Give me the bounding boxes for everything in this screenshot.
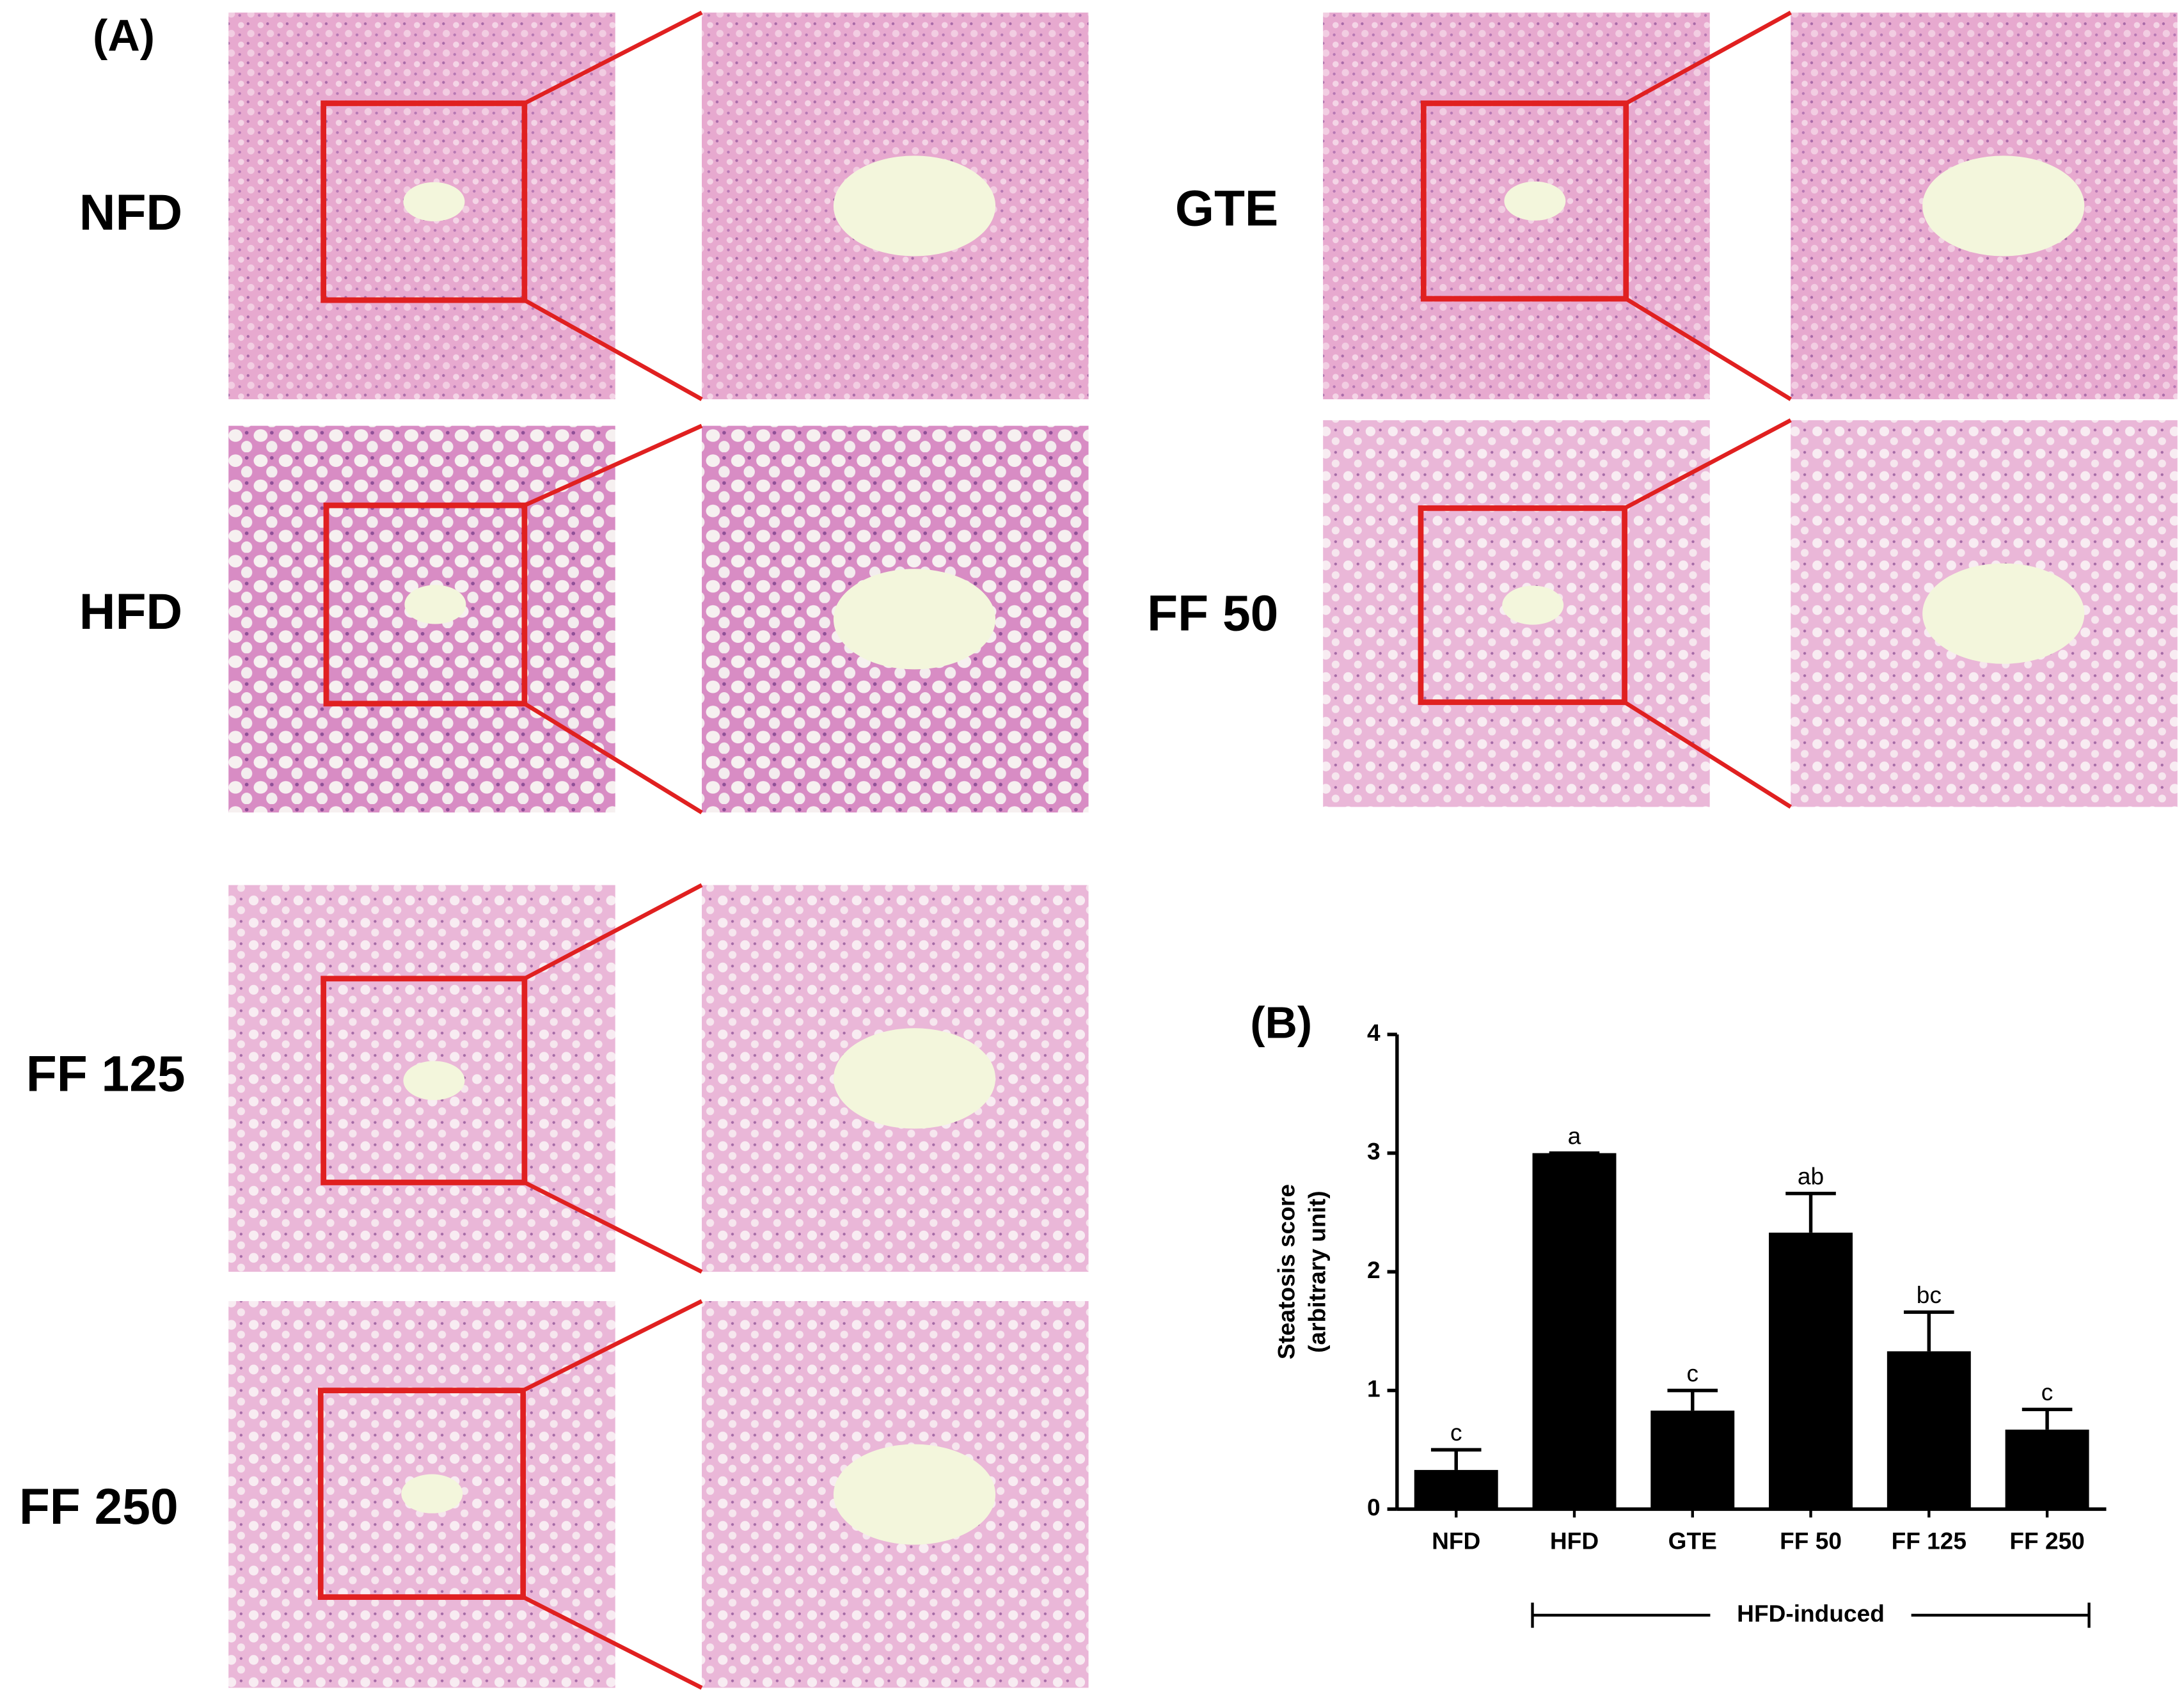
significance-letter: c <box>1450 1419 1462 1446</box>
vessel <box>1922 563 2085 664</box>
bar <box>1414 1469 1498 1510</box>
significance-letter: a <box>1568 1122 1581 1149</box>
y-axis-label: (arbitrary unit) <box>1303 1190 1330 1352</box>
bar <box>1650 1411 1735 1510</box>
group-label: HFD <box>79 583 182 640</box>
x-tick-label: FF 250 <box>2009 1527 2084 1554</box>
zoom-line <box>1625 10 1792 106</box>
x-tick-label: GTE <box>1668 1527 1717 1554</box>
zoom-line <box>1625 297 1792 401</box>
y-tick-label: 4 <box>1367 1019 1381 1046</box>
y-tick-label: 0 <box>1367 1494 1381 1521</box>
x-tick-label: NFD <box>1432 1527 1480 1554</box>
zoom-box <box>320 976 528 1185</box>
zoom-line <box>522 1595 703 1690</box>
bracket-label: HFD-induced <box>1737 1600 1885 1627</box>
vessel <box>403 182 465 221</box>
group-label: NFD <box>79 184 182 241</box>
bar <box>1532 1153 1617 1510</box>
significance-letter: bc <box>1917 1281 1942 1308</box>
x-tick-label: FF 125 <box>1892 1527 1966 1554</box>
vessel <box>1502 585 1564 625</box>
significance-letter: c <box>2041 1379 2053 1405</box>
vessel <box>403 1061 465 1100</box>
zoom-box <box>1420 100 1629 302</box>
x-tick-label: HFD <box>1550 1527 1599 1554</box>
zoom-line <box>523 883 703 981</box>
panel-label: (B) <box>1250 997 1312 1047</box>
x-tick-label: FF 50 <box>1780 1527 1842 1554</box>
panel-label: (A) <box>93 11 155 61</box>
zoom-line <box>522 1299 703 1393</box>
zoom-box <box>320 100 528 303</box>
y-tick-label: 3 <box>1367 1137 1381 1164</box>
bar <box>1769 1232 1853 1510</box>
group-label: GTE <box>1175 180 1278 236</box>
bar <box>1887 1351 1971 1510</box>
bar <box>2005 1429 2089 1510</box>
significance-letter: ab <box>1798 1162 1824 1189</box>
vessel <box>833 1028 996 1129</box>
bar-chart: 0 1 2 3 4 Steatosis score (arbitrary unit) NFD c… <box>1272 1019 2107 1628</box>
y-tick-label: 2 <box>1367 1256 1381 1283</box>
panel-a: NFD HFD FF 125 FF 250 GTE FF 50 <box>19 10 2178 1690</box>
zoom-line <box>523 10 703 106</box>
zoom-line <box>1624 418 1792 510</box>
zoom-line <box>523 1180 703 1274</box>
vessel <box>833 1444 996 1545</box>
zoom-box <box>317 1388 526 1600</box>
zoom-line <box>523 423 703 507</box>
vessel <box>404 585 466 624</box>
vessel <box>1504 181 1566 221</box>
vessel <box>833 569 996 670</box>
zoom-line <box>523 298 703 402</box>
significance-letter: c <box>1686 1359 1698 1386</box>
group-label: FF 250 <box>19 1478 178 1535</box>
y-tick-label: 1 <box>1367 1375 1381 1402</box>
vessel <box>833 155 996 257</box>
zoom-box <box>323 502 528 707</box>
zoom-line <box>523 702 703 814</box>
group-label: FF 50 <box>1147 585 1278 641</box>
group-label: FF 125 <box>26 1046 186 1102</box>
zoom-line <box>1623 700 1792 809</box>
y-axis-label: Steatosis score <box>1272 1184 1299 1359</box>
zoom-box <box>1418 505 1627 706</box>
vessel <box>1922 155 2085 257</box>
vessel <box>401 1474 463 1514</box>
